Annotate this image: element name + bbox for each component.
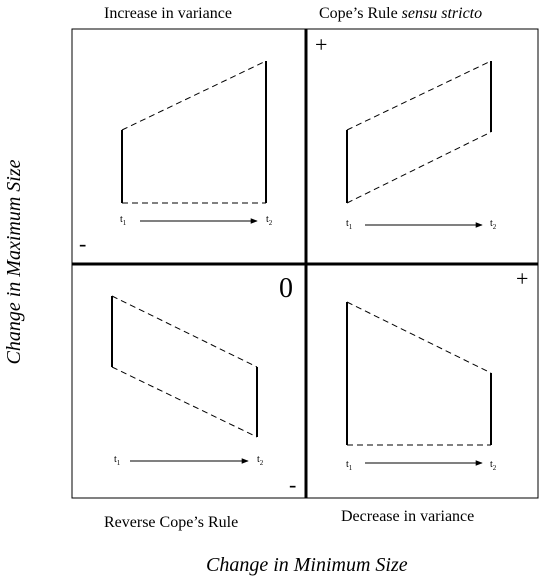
minus-sign-left: - xyxy=(79,231,87,256)
dashed-upper-edge xyxy=(111,295,258,368)
x-axis-label: Change in Minimum Size xyxy=(206,554,408,576)
quadrant-title-increase-in-variance: Increase in variance xyxy=(104,5,232,22)
title-prefix: Cope’s Rule xyxy=(319,5,402,22)
plus-sign-right: + xyxy=(516,266,529,291)
dashed-lower-edge xyxy=(111,366,258,438)
dashed-upper-edge xyxy=(346,301,492,374)
t2-label: t2 xyxy=(490,218,497,231)
shape-decrease-in-variance xyxy=(346,301,492,466)
t1-label: t1 xyxy=(346,218,353,231)
t2-label: t2 xyxy=(257,454,264,467)
quadrant-title-copes-rule-sensu-stricto: Cope’s Rule sensu stricto xyxy=(319,6,482,22)
y-axis-label: Change in Maximum Size xyxy=(3,159,25,365)
t1-label: t1 xyxy=(114,454,121,467)
plus-sign-top: + xyxy=(315,32,328,57)
title-italic: sensu stricto xyxy=(401,5,483,22)
quadrant-title-reverse-copes-rule: Reverse Cope’s Rule xyxy=(104,514,239,531)
dashed-upper-edge xyxy=(121,60,267,131)
quadrant-title-decrease-in-variance: Decrease in variance xyxy=(341,508,475,525)
dashed-upper-edge xyxy=(346,60,492,131)
t1-label: t1 xyxy=(346,459,353,472)
shape-increase-in-variance xyxy=(121,60,267,224)
t1-label: t1 xyxy=(120,214,127,227)
t2-label: t2 xyxy=(490,459,497,472)
shape-copes-rule-sensu-stricto xyxy=(346,60,492,228)
t2-label: t2 xyxy=(266,214,273,227)
minus-sign-bottom: - xyxy=(289,472,297,497)
dashed-lower-edge xyxy=(346,131,492,204)
shape-reverse-copes-rule xyxy=(111,295,258,464)
origin-label: 0 xyxy=(279,273,293,304)
